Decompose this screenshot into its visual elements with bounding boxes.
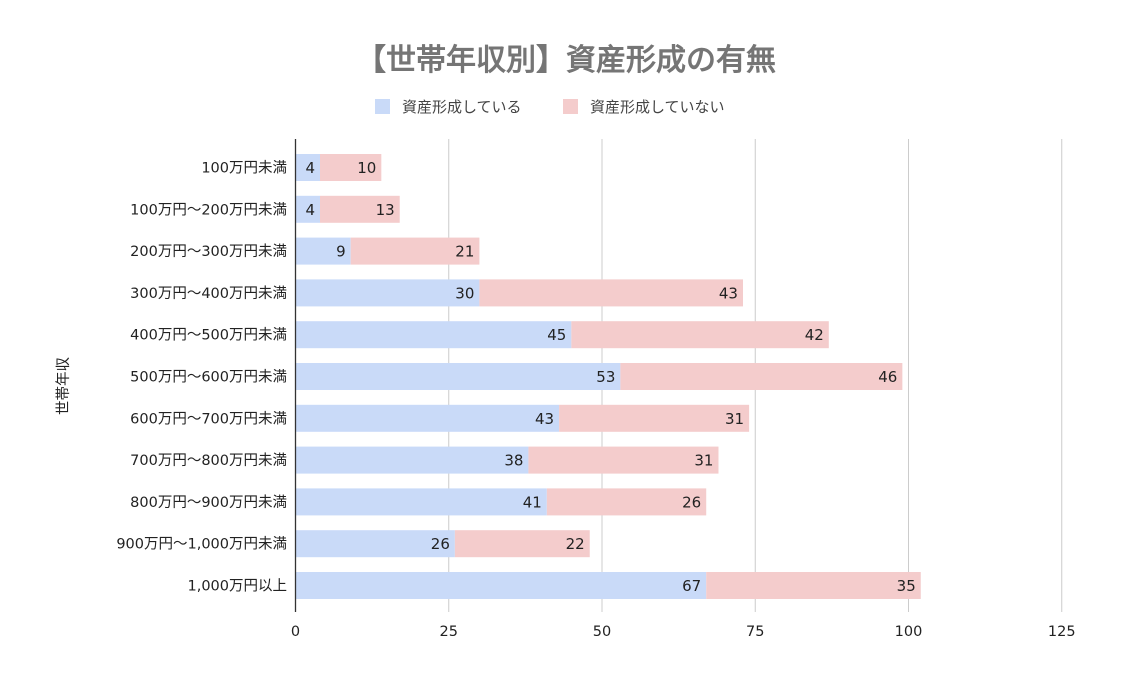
bar-asset-forming-9[interactable] [295, 530, 455, 558]
bar-asset-forming-5[interactable] [295, 363, 621, 390]
bar-not-asset-forming-5[interactable] [620, 363, 903, 390]
category-label-3: 300万円～400万円未満 [130, 285, 287, 302]
category-label-4: 400万円～500万円未満 [130, 327, 287, 344]
x-tick-label-25: 25 [440, 624, 458, 640]
legend-item-asset-forming[interactable]: 資産形成している [375, 98, 522, 116]
x-tick-labels: 0 25 50 75 100 125 [291, 624, 1076, 640]
bar-value-label-not-asset-forming-4: 42 [805, 326, 824, 344]
bar-not-asset-forming-6[interactable] [559, 404, 750, 432]
y-axis-title: 世帯年収 [55, 357, 72, 415]
bar-value-label-asset-forming-6: 43 [535, 410, 554, 428]
bar-not-asset-forming-9[interactable] [454, 530, 590, 558]
bar-value-label-asset-forming-3: 30 [455, 284, 474, 302]
bar-value-label-asset-forming-10: 67 [682, 577, 701, 595]
category-label-2: 200万円～300万円未満 [130, 243, 287, 260]
bar-value-label-asset-forming-8: 41 [523, 493, 542, 511]
legend: 資産形成している 資産形成していない [375, 98, 725, 116]
category-label-7: 700万円～800万円未満 [130, 452, 287, 469]
bar-value-label-asset-forming-4: 45 [547, 326, 566, 344]
bar-value-label-asset-forming-0: 4 [305, 159, 315, 177]
category-label-6: 600万円～700万円未満 [130, 410, 287, 427]
category-label-8: 800万円～900万円未満 [130, 494, 287, 511]
bar-value-label-asset-forming-9: 26 [431, 535, 450, 553]
bar-value-label-not-asset-forming-3: 43 [719, 284, 738, 302]
bar-value-label-not-asset-forming-2: 21 [455, 243, 474, 261]
bar-value-label-asset-forming-5: 53 [596, 368, 615, 386]
category-label-9: 900万円～1,000万円未満 [116, 536, 287, 553]
x-tick-label-75: 75 [746, 624, 764, 640]
bar-asset-forming-6[interactable] [295, 404, 560, 432]
legend-item-not-asset-forming[interactable]: 資産形成していない [563, 98, 725, 116]
bar-value-label-asset-forming-7: 38 [504, 452, 523, 470]
x-tick-label-100: 100 [895, 624, 923, 640]
category-label-10: 1,000万円以上 [187, 578, 287, 595]
bar-asset-forming-4[interactable] [295, 321, 572, 349]
bar-not-asset-forming-1[interactable] [320, 195, 400, 223]
legend-label-asset-forming: 資産形成している [402, 98, 522, 116]
legend-swatch-asset-forming [375, 99, 390, 114]
bar-not-asset-forming-10[interactable] [706, 572, 921, 599]
x-tick-label-0: 0 [291, 624, 300, 640]
bar-not-asset-forming-7[interactable] [528, 446, 719, 474]
bar-labels: 4 10 4 13 9 21 30 43 45 42 53 46 43 31 38 31 41 26 26 22 67 3… [305, 159, 915, 595]
bar-asset-forming-10[interactable] [295, 572, 707, 599]
bar-value-label-asset-forming-1: 4 [305, 201, 315, 219]
bar-value-label-not-asset-forming-1: 13 [376, 201, 395, 219]
category-label-0: 100万円未満 [201, 160, 287, 177]
bar-value-label-not-asset-forming-8: 26 [682, 493, 701, 511]
category-label-5: 500万円～600万円未満 [130, 369, 287, 386]
category-label-1: 100万円～200万円未満 [130, 201, 287, 218]
category-labels: 100万円未満 100万円～200万円未満 200万円～300万円未満 300万円～4… [116, 160, 287, 595]
bar-not-asset-forming-8[interactable] [546, 488, 707, 516]
bar-asset-forming-2[interactable] [295, 237, 351, 265]
bar-not-asset-forming-2[interactable] [350, 237, 480, 265]
bar-value-label-not-asset-forming-5: 46 [878, 368, 897, 386]
chart-title: 【世帯年収別】資産形成の有無 [356, 43, 776, 78]
bar-value-label-not-asset-forming-7: 31 [694, 452, 713, 470]
bar-asset-forming-0[interactable] [295, 154, 321, 181]
bar-asset-forming-7[interactable] [295, 446, 529, 474]
legend-swatch-not-asset-forming [563, 99, 578, 114]
bar-value-label-not-asset-forming-6: 31 [725, 410, 744, 428]
bars [295, 154, 921, 599]
legend-label-not-asset-forming: 資産形成していない [590, 98, 725, 116]
bar-asset-forming-8[interactable] [295, 488, 547, 516]
bar-not-asset-forming-4[interactable] [571, 321, 829, 349]
bar-value-label-asset-forming-2: 9 [336, 243, 346, 261]
bar-asset-forming-1[interactable] [295, 195, 321, 223]
bar-not-asset-forming-0[interactable] [320, 154, 382, 181]
bar-value-label-not-asset-forming-0: 10 [357, 159, 376, 177]
bar-value-label-not-asset-forming-10: 35 [897, 577, 916, 595]
x-tick-label-125: 125 [1048, 624, 1076, 640]
x-tick-label-50: 50 [593, 624, 611, 640]
bar-asset-forming-3[interactable] [295, 279, 480, 307]
bar-not-asset-forming-3[interactable] [479, 279, 743, 307]
bar-value-label-not-asset-forming-9: 22 [566, 535, 585, 553]
